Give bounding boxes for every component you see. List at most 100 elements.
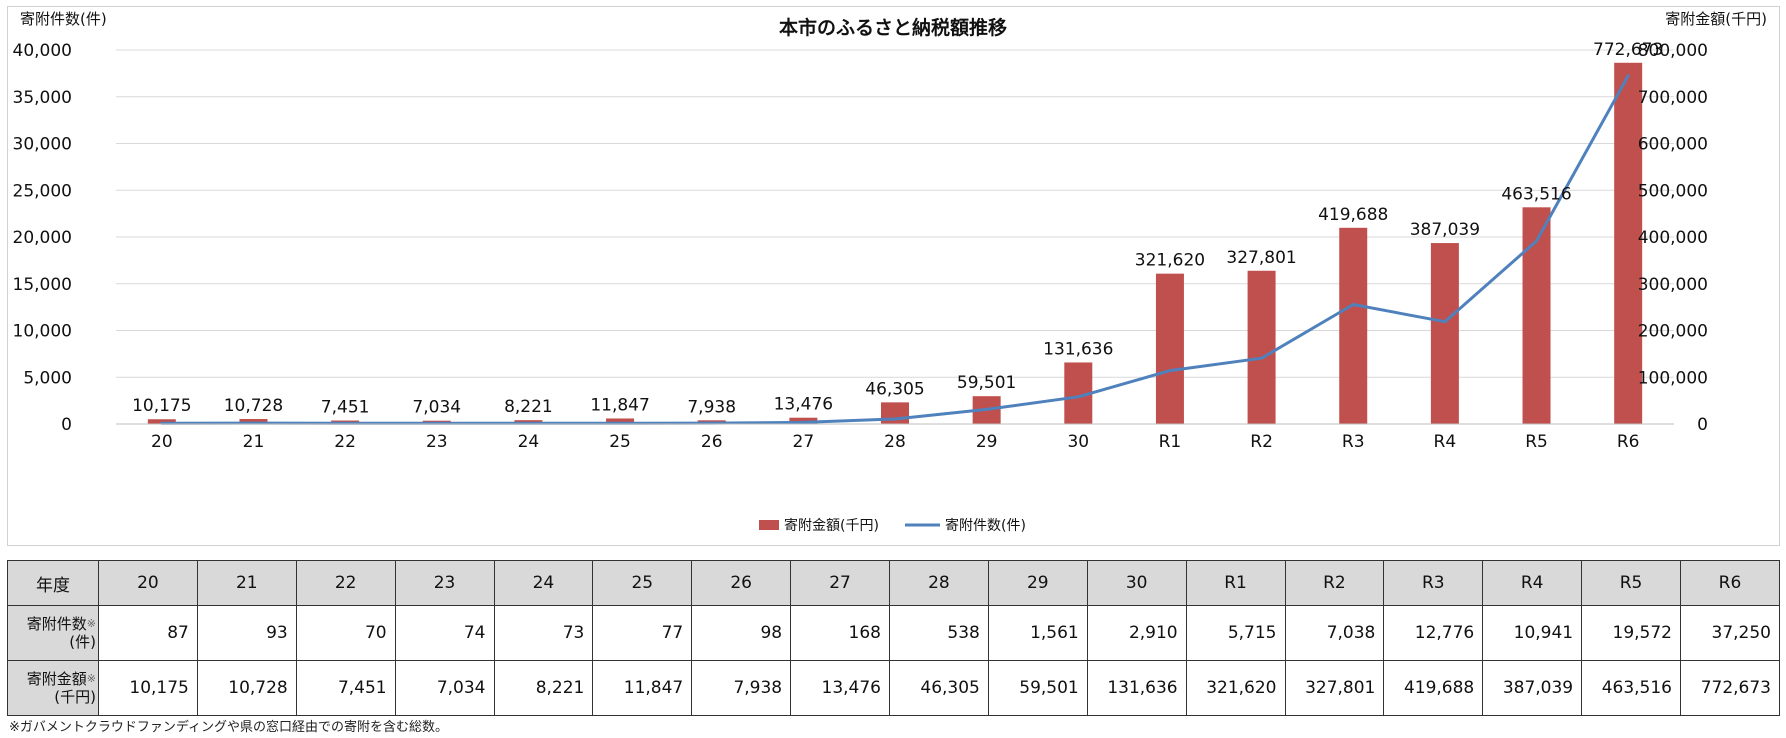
y-right-tick-label: 400,000 <box>1638 228 1708 248</box>
table-row: 寄附件数※ (件) 87 93 70 74 73 77 98 168 538 1,561 2,910… <box>7 605 1780 661</box>
y-right-tick-label: 800,000 <box>1638 41 1708 61</box>
y-right-tick-label: 600,000 <box>1638 135 1708 155</box>
x-tick-label: R1 <box>1159 432 1182 452</box>
bar-data-label: 463,516 <box>1501 184 1571 204</box>
bar-data-label: 7,451 <box>321 398 370 418</box>
legend-bar-swatch <box>759 520 779 530</box>
table-cell: 73 <box>493 605 594 661</box>
table-cell: 168 <box>790 605 890 661</box>
year-header-cell: R6 <box>1680 560 1780 606</box>
bar-data-label: 10,728 <box>224 396 283 416</box>
row-label-amount: 寄附金額※ (千円) <box>7 660 99 716</box>
table-cell: 59,501 <box>987 660 1088 716</box>
x-tick-label: R6 <box>1617 432 1640 452</box>
bar-data-label: 8,221 <box>504 397 553 417</box>
bar-data-label: 13,476 <box>774 395 833 415</box>
bar <box>147 419 176 424</box>
bar <box>1155 273 1184 424</box>
row-label-main: 寄附金額 <box>26 670 87 688</box>
year-header-cell: 25 <box>592 560 693 606</box>
table-cell: 321,620 <box>1185 660 1286 716</box>
row-label-count: 寄附件数※ (件) <box>7 605 99 661</box>
year-header-cell: 26 <box>691 560 792 606</box>
x-tick-label: 21 <box>243 432 265 452</box>
legend-line-label: 寄附件数(件) <box>945 517 1026 534</box>
bar-data-label: 387,039 <box>1410 220 1480 240</box>
chart-title: 本市のふるさと納税額推移 <box>779 16 1007 39</box>
y-left-tick-label: 20,000 <box>13 228 72 248</box>
x-tick-label: 20 <box>151 432 173 452</box>
table-cell: 46,305 <box>889 660 989 716</box>
y-left-tick-label: 0 <box>61 415 72 435</box>
x-tick-label: 30 <box>1067 432 1089 452</box>
table-cell: 10,728 <box>196 660 297 716</box>
y-left-axis-title: 寄附件数(件) <box>20 10 107 28</box>
table-cell: 13,476 <box>790 660 890 716</box>
table-cell: 1,561 <box>987 605 1088 661</box>
x-tick-label: 22 <box>334 432 356 452</box>
bar <box>606 418 635 424</box>
table-cell: 98 <box>691 605 792 661</box>
y-right-tick-label: 500,000 <box>1638 181 1708 201</box>
x-tick-label: 26 <box>701 432 723 452</box>
table-cell: 77 <box>592 605 693 661</box>
x-tick-label: R5 <box>1525 432 1548 452</box>
y-left-tick-label: 15,000 <box>13 275 72 295</box>
row-label-main: 寄附件数 <box>26 615 87 633</box>
year-header-cell: 23 <box>394 560 495 606</box>
bar-data-label: 10,175 <box>132 396 191 416</box>
line-series <box>160 74 1630 425</box>
year-header-cell: 29 <box>987 560 1088 606</box>
count-line <box>160 74 1630 425</box>
x-tick-label: R3 <box>1342 432 1365 452</box>
year-header-cell: 28 <box>889 560 989 606</box>
bar-data-label: 7,034 <box>412 398 461 418</box>
table-cell: 131,636 <box>1086 660 1187 716</box>
y-left-tick-label: 30,000 <box>13 135 72 155</box>
table-row: 寄附金額※ (千円) 10,175 10,728 7,451 7,034 8,221 11… <box>7 660 1780 716</box>
table-corner-label: 年度 <box>7 560 99 606</box>
bar <box>1430 243 1459 424</box>
table-cell: 5,715 <box>1185 605 1286 661</box>
y-left-tick-label: 40,000 <box>13 41 72 61</box>
x-tick-label: 29 <box>976 432 998 452</box>
y-right-tick-label: 100,000 <box>1638 368 1708 388</box>
bar-data-label: 7,938 <box>687 397 736 417</box>
footnote: ※ガバメントクラウドファンディングや県の窓口経由での寄附を含む総数。 <box>9 720 448 735</box>
bar-data-label: 321,620 <box>1135 251 1205 271</box>
table-cell: 11,847 <box>592 660 693 716</box>
y-left-tick-label: 35,000 <box>13 88 72 108</box>
bar-data-label: 419,688 <box>1318 205 1388 225</box>
combo-chart: 本市のふるさと納税額推移 寄附件数(件) 寄附金額(千円) 0 0 5,000 100… <box>13 10 1767 534</box>
year-header-cell: R2 <box>1284 560 1385 606</box>
y-right-tick-label: 300,000 <box>1638 275 1708 295</box>
bar-data-label: 131,636 <box>1043 339 1113 359</box>
x-tick-label: 24 <box>518 432 540 452</box>
bar-data-label: 772,673 <box>1593 40 1663 60</box>
chart-panel: 本市のふるさと納税額推移 寄附件数(件) 寄附金額(千円) 0 0 5,000 100… <box>7 6 1780 546</box>
year-header-cell: R3 <box>1383 560 1484 606</box>
note-mark: ※ <box>86 672 96 685</box>
bar-data-label: 11,847 <box>590 395 649 415</box>
table-cell: 37,250 <box>1680 605 1780 661</box>
year-header-cell: 24 <box>493 560 594 606</box>
y-right-tick-label: 700,000 <box>1638 88 1708 108</box>
y-right-axis-title: 寄附金額(千円) <box>1665 10 1767 28</box>
table-cell: 7,034 <box>394 660 495 716</box>
table-cell: 8,221 <box>493 660 594 716</box>
table-cell: 93 <box>196 605 297 661</box>
bar-data-label: 327,801 <box>1226 248 1296 268</box>
table-cell: 2,910 <box>1086 605 1187 661</box>
table-cell: 538 <box>889 605 989 661</box>
bar <box>1247 270 1276 424</box>
bar-data-label: 59,501 <box>957 373 1016 393</box>
y-left-tick-label: 10,000 <box>13 322 72 342</box>
y-left-tick-label: 5,000 <box>23 368 72 388</box>
bar <box>789 417 818 424</box>
gridlines <box>116 49 1674 425</box>
note-mark: ※ <box>86 617 96 630</box>
data-table: 年度 20 21 22 23 24 25 26 27 28 29 30 R1 R2 R3 R4 R5 R6 寄附… <box>7 560 1780 716</box>
table-cell: 7,451 <box>295 660 396 716</box>
y-left-tick-label: 25,000 <box>13 181 72 201</box>
x-tick-label: R2 <box>1250 432 1273 452</box>
